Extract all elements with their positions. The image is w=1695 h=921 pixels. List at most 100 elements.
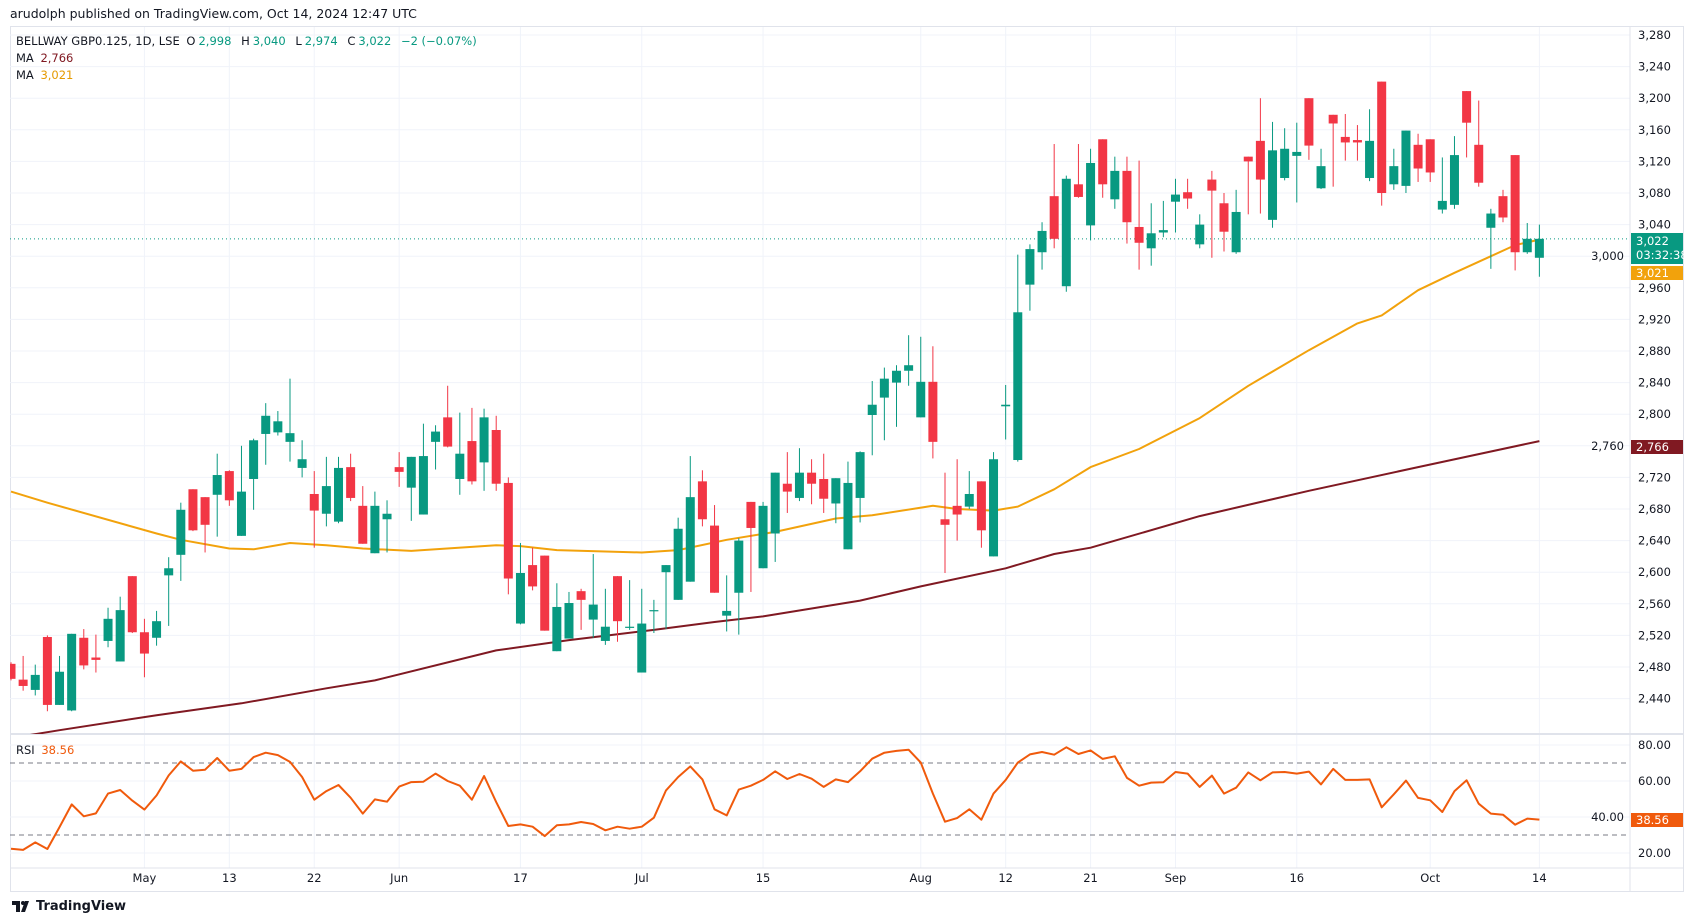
candle-body	[1195, 224, 1205, 245]
candle	[10, 662, 16, 681]
candle	[831, 478, 841, 524]
candle	[1328, 114, 1338, 187]
price-tick-label: 2,560	[1638, 597, 1671, 611]
time-tick-label: 14	[1532, 871, 1547, 885]
candle	[1449, 136, 1459, 209]
candle	[91, 634, 101, 673]
ma-fast-label: MA	[16, 68, 34, 82]
candle-body	[1170, 194, 1180, 202]
candle	[1001, 384, 1011, 440]
candle-body	[1522, 238, 1532, 253]
candle	[794, 448, 804, 502]
price-tick-label: 2,480	[1638, 660, 1671, 674]
candle	[418, 423, 428, 515]
candle	[370, 491, 380, 554]
candle-body	[710, 525, 720, 593]
candle-body	[576, 591, 586, 600]
candle	[989, 452, 999, 557]
candle-body	[406, 456, 416, 488]
candle-body	[843, 482, 853, 550]
price-tick-label: 2,960	[1638, 281, 1671, 295]
price-tick-label: 2,520	[1638, 628, 1671, 642]
price-tick-label: 2,680	[1638, 502, 1671, 516]
time-tick-label: 17	[513, 871, 528, 885]
candles	[10, 81, 1544, 712]
candle	[1037, 222, 1047, 270]
candle-body	[503, 482, 513, 579]
last-price-tag: 3,022 03:32:38	[1631, 233, 1688, 264]
candle-body	[794, 472, 804, 498]
grid	[10, 27, 1630, 868]
legend-ma-fast[interactable]: MA 3,021	[16, 68, 76, 82]
candle	[1425, 139, 1435, 182]
brand-name: TradingView	[36, 899, 127, 914]
candle-body	[394, 467, 404, 472]
candle	[224, 470, 234, 506]
time-tick-label: Sep	[1165, 871, 1187, 885]
price-tick-label: 2,600	[1638, 565, 1671, 579]
candle-body	[697, 481, 707, 520]
candle-body	[18, 679, 28, 686]
candle-body	[807, 472, 817, 484]
candle-body	[855, 452, 865, 498]
candle	[782, 452, 792, 513]
candle-body	[358, 505, 368, 544]
ma-fast-tag: 3,021	[1631, 266, 1683, 280]
price-tick-label: 3,280	[1638, 28, 1671, 42]
rsi-tag: 38.56	[1631, 813, 1683, 827]
candle-body	[1462, 91, 1472, 123]
candle-body	[261, 415, 271, 434]
ma-fast-line	[10, 238, 1540, 554]
candle	[503, 477, 513, 595]
candle	[455, 412, 465, 495]
candle	[734, 538, 744, 635]
candle	[443, 385, 453, 448]
candle	[1134, 160, 1144, 270]
candle-body	[976, 481, 986, 531]
candle	[1365, 109, 1375, 182]
legend-rsi[interactable]: RSI 38.56	[16, 743, 77, 757]
candle-body	[1243, 156, 1253, 162]
candle-body	[418, 456, 428, 515]
candle	[1522, 223, 1532, 254]
candle-body	[782, 483, 792, 492]
candle-body	[891, 370, 901, 383]
candle-body	[637, 623, 647, 673]
candle	[309, 471, 319, 548]
candle-body	[770, 472, 780, 534]
candle	[1219, 193, 1229, 252]
candle-body	[382, 513, 392, 520]
candle-body	[649, 610, 659, 612]
candle	[18, 655, 28, 691]
candle	[1243, 156, 1253, 215]
candle	[236, 445, 246, 536]
legend-symbol[interactable]: BELLWAY GBP0.125, 1D, LSE	[16, 34, 180, 48]
candle-body	[1292, 151, 1302, 156]
candle	[1049, 144, 1059, 249]
candle-body	[236, 491, 246, 536]
candle	[1255, 98, 1265, 214]
legend-ohlc[interactable]: BELLWAY GBP0.125, 1D, LSE O 2,998 H 3,040 …	[16, 34, 480, 48]
time-tick-label: Jul	[634, 871, 649, 885]
close-label: C	[347, 34, 356, 48]
candle-body	[1255, 140, 1265, 180]
candle-body	[224, 471, 234, 501]
candle	[127, 576, 137, 634]
candle-body	[285, 433, 295, 442]
legend-ma-slow[interactable]: MA 2,766	[16, 51, 76, 65]
candle-body	[685, 497, 695, 582]
price-tick-label: 2,440	[1638, 692, 1671, 706]
candle-body	[1013, 312, 1023, 461]
candle	[1292, 122, 1302, 203]
candle-body	[249, 440, 259, 479]
high-value: 3,040	[252, 34, 286, 48]
tradingview-logo[interactable]: TradingView	[12, 899, 126, 914]
candle-body	[1280, 148, 1290, 178]
time-tick-label: 12	[998, 871, 1013, 885]
candle-body	[1073, 184, 1083, 197]
candle-body	[10, 663, 16, 679]
candle	[879, 367, 889, 441]
price-tick-label: 2,880	[1638, 344, 1671, 358]
candle	[1401, 130, 1411, 193]
